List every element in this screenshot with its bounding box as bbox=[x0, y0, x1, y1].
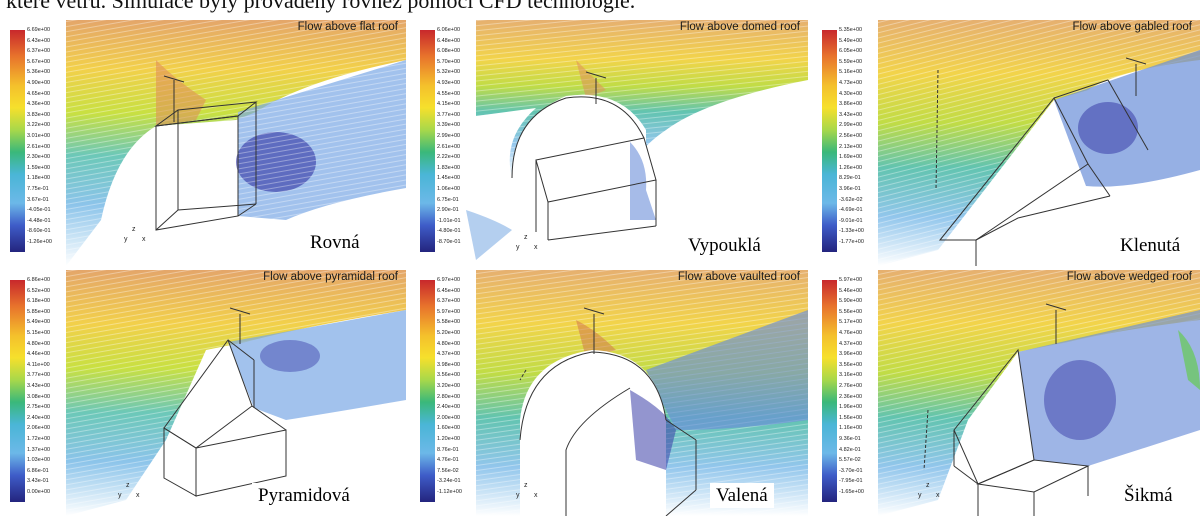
panel-title: Flow above wedged roof bbox=[1066, 271, 1192, 283]
colorbar-ticks: 6.06e+00 6.48e+00 6.08e+00 5.70e+00 5.32e+00… bbox=[437, 27, 461, 245]
panel-wedged-roof: 5.97e+00 5.46e+00 5.90e+00 5.56e+00 5.17e+00… bbox=[818, 270, 1200, 516]
colorbar-ticks: 6.97e+00 6.45e+00 6.37e+00 5.97e+00 5.58e+00… bbox=[437, 277, 462, 495]
cfd-visualization-flat bbox=[10, 20, 406, 266]
panel-title: Flow above domed roof bbox=[679, 21, 800, 33]
panel-pyramidal-roof: 6.86e+00 6.52e+00 6.18e+00 5.85e+00 5.49e+00… bbox=[6, 270, 406, 516]
cfd-visualization-domed bbox=[420, 20, 808, 266]
panel-title: Flow above vaulted roof bbox=[677, 271, 800, 283]
panel-gabled-roof: 5.35e+00 5.49e+00 6.05e+00 5.59e+00 5.16e+00… bbox=[818, 20, 1200, 266]
colorbar-ticks: 6.86e+00 6.52e+00 6.18e+00 5.85e+00 5.49e+00… bbox=[27, 277, 51, 495]
panel-domed-roof: 6.06e+00 6.48e+00 6.08e+00 5.70e+00 5.32e+00… bbox=[416, 20, 808, 266]
roof-label-pyramidal: Pyramidová bbox=[252, 483, 356, 508]
caption-fragment: které větru. Simulace byly prováděny rov… bbox=[6, 0, 636, 13]
cfd-visualization-vaulted bbox=[420, 270, 808, 516]
roof-label-wedged: Šikmá bbox=[1118, 483, 1179, 508]
roof-label-domed: Vypouklá bbox=[682, 233, 767, 258]
cfd-visualization-pyramidal bbox=[10, 270, 406, 516]
panel-flat-roof: 6.69e+00 6.43e+00 6.37e+00 5.67e+00 5.36e+00… bbox=[6, 20, 406, 266]
panel-title: Flow above flat roof bbox=[297, 21, 398, 33]
roof-label-vaulted: Valená bbox=[710, 483, 774, 508]
colorbar-ticks: 6.69e+00 6.43e+00 6.37e+00 5.67e+00 5.36e+00… bbox=[27, 27, 52, 245]
roof-label-flat: Rovná bbox=[304, 230, 366, 255]
panel-vaulted-roof: 6.97e+00 6.45e+00 6.37e+00 5.97e+00 5.58e+00… bbox=[416, 270, 808, 516]
panel-title: Flow above pyramidal roof bbox=[263, 271, 398, 283]
colorbar-ticks: 5.97e+00 5.46e+00 5.90e+00 5.56e+00 5.17e+00… bbox=[839, 277, 864, 495]
colorbar-ticks: 5.35e+00 5.49e+00 6.05e+00 5.59e+00 5.16e+00… bbox=[839, 27, 864, 245]
roof-label-gabled: Klenutá bbox=[1114, 233, 1187, 258]
cfd-visualization-wedged bbox=[822, 270, 1200, 516]
cfd-visualization-gabled bbox=[822, 20, 1200, 266]
panel-title: Flow above gabled roof bbox=[1072, 21, 1192, 33]
